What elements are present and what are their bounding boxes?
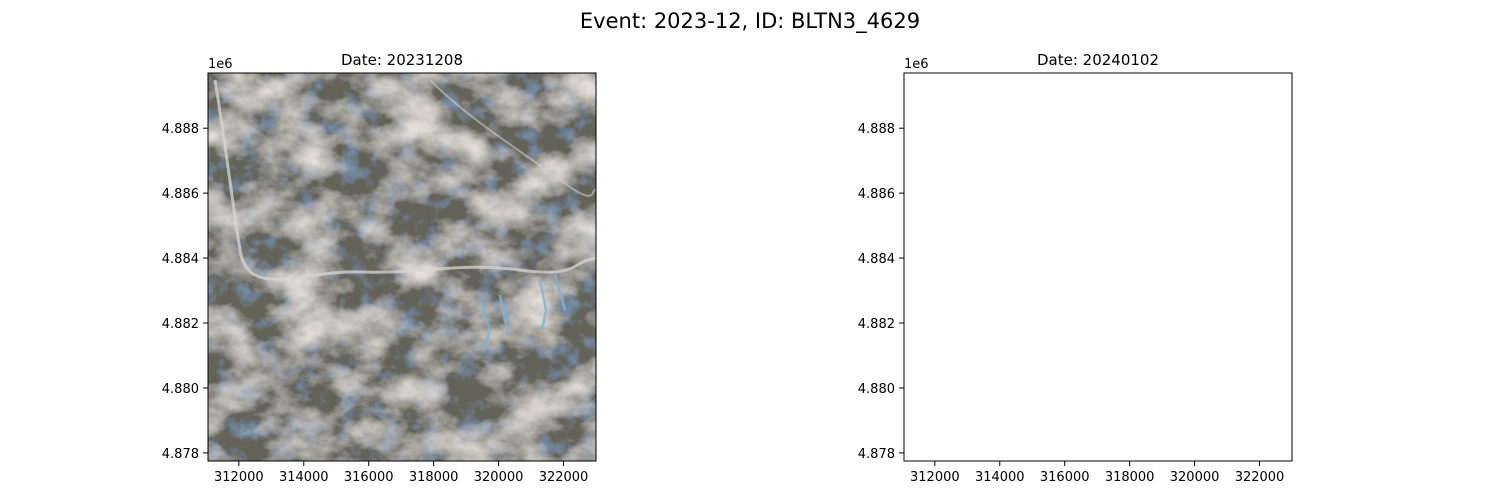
panel-right: Date: 20240102 1e6 312000 314000 316000 318… [858, 51, 1293, 485]
panel-right-y-offset: 1e6 [904, 57, 929, 72]
panel-left-title: Date: 20231208 [341, 51, 463, 69]
panel-left-y-tick-label: 4.882 [162, 317, 199, 332]
panel-left-frame [207, 72, 597, 462]
river [429, 79, 596, 197]
panel-right-y-tick-label: 4.886 [858, 187, 895, 202]
ski-runs [478, 274, 567, 351]
panel-right-title: Date: 20240102 [1037, 51, 1159, 69]
panel-left-y-tick-label: 4.884 [162, 252, 199, 267]
panel-left-x-tick-label: 316000 [344, 470, 394, 485]
panel-left-x-tick-label: 318000 [409, 470, 459, 485]
panel-right-y-tick-label: 4.880 [858, 382, 895, 397]
panel-left-y-tick-label: 4.880 [162, 382, 199, 397]
panel-right-y-tick-label: 4.884 [858, 252, 895, 267]
panel-right-x-tick-label: 320000 [1170, 470, 1220, 485]
panel-left-y-tick-label: 4.886 [162, 187, 199, 202]
panel-right-x-tick-label: 318000 [1105, 470, 1155, 485]
figure-suptitle: Event: 2023-12, ID: BLTN3_4629 [580, 9, 920, 34]
panel-right-frame [903, 72, 1293, 462]
panel-right-x-tick-label: 314000 [975, 470, 1025, 485]
panel-left: Date: 20231208 1e6 312000 314000 316000 318… [162, 51, 597, 485]
panel-left-x-tick-label: 320000 [474, 470, 524, 485]
panel-right-x-tick-label: 312000 [910, 470, 960, 485]
panel-right-y-tick-label: 4.888 [858, 122, 895, 137]
panel-right-y-tick-label: 4.882 [858, 317, 895, 332]
satellite-image [208, 73, 596, 461]
panel-left-y-tick-label: 4.878 [162, 447, 199, 462]
panel-left-x-tick-label: 322000 [539, 470, 589, 485]
panel-right-axes: 312000 314000 316000 318000 320000 322000 4.88… [858, 122, 1285, 485]
panel-left-x-tick-label: 314000 [279, 470, 329, 485]
valley-road [213, 79, 596, 281]
panel-left-y-offset: 1e6 [208, 57, 233, 72]
panel-right-y-tick-label: 4.878 [858, 447, 895, 462]
panel-left-y-tick-label: 4.888 [162, 122, 199, 137]
panel-left-axes: 312000 314000 316000 318000 320000 322000 4.88… [162, 122, 589, 485]
panel-right-x-tick-label: 322000 [1235, 470, 1285, 485]
panel-right-x-tick-label: 316000 [1040, 470, 1090, 485]
panel-left-x-tick-label: 312000 [214, 470, 264, 485]
